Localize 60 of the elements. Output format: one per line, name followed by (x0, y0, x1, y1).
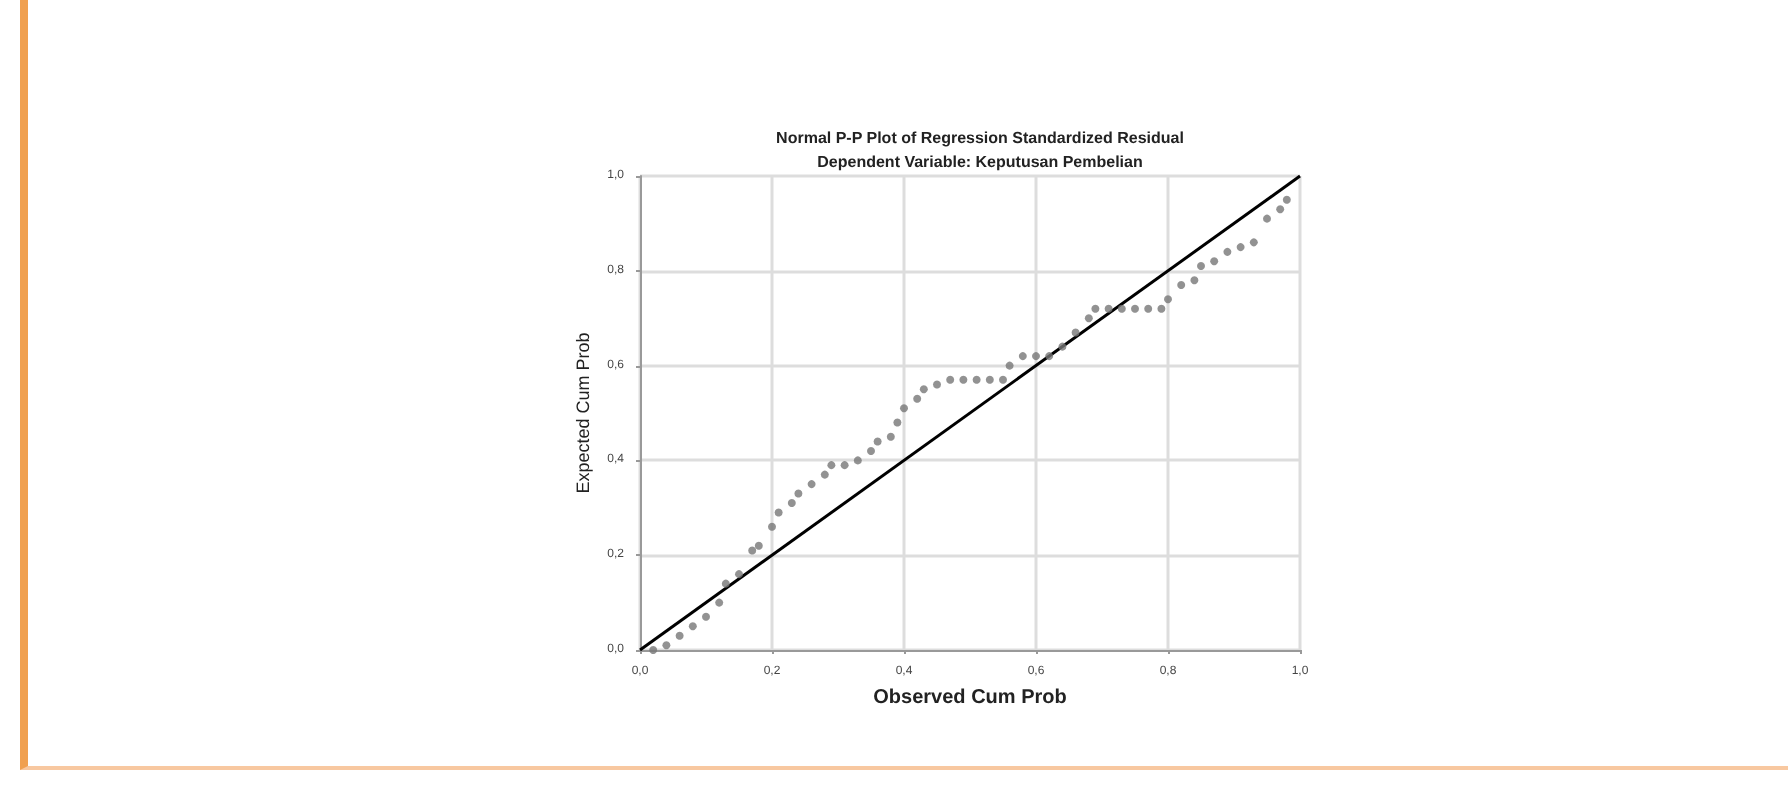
point (649, 646, 658, 654)
point (1164, 295, 1172, 304)
point (794, 489, 803, 498)
chart-subtitle: Dependent Variable: Keputusan Pembelian (817, 153, 1143, 171)
point (999, 375, 1007, 384)
point (900, 404, 908, 413)
point (688, 622, 697, 631)
point (721, 579, 730, 588)
point (913, 394, 922, 403)
point (840, 461, 849, 470)
point (893, 418, 902, 427)
point (1190, 276, 1199, 285)
point (662, 641, 671, 650)
point (715, 598, 724, 607)
point (1104, 304, 1113, 313)
point (820, 470, 829, 479)
point (748, 546, 757, 555)
point (1091, 304, 1100, 313)
point (827, 461, 836, 470)
point (1005, 361, 1014, 370)
point (873, 437, 882, 446)
point (933, 380, 941, 389)
point (1071, 328, 1080, 337)
point (959, 375, 968, 384)
point (985, 375, 994, 384)
point (1018, 352, 1027, 361)
point (1177, 281, 1186, 290)
point (702, 612, 710, 621)
point (1276, 205, 1285, 214)
point (886, 432, 895, 441)
point (1032, 352, 1040, 361)
point (774, 508, 783, 517)
point (675, 631, 684, 640)
point (1249, 238, 1258, 247)
point (1157, 304, 1166, 313)
point (787, 499, 796, 508)
point (735, 570, 743, 579)
point (853, 456, 862, 465)
point (1236, 243, 1245, 252)
point (1117, 304, 1126, 313)
point (1263, 214, 1271, 223)
point (1131, 304, 1139, 313)
point (867, 446, 875, 455)
point (768, 522, 776, 531)
point (1144, 304, 1153, 313)
point (1045, 352, 1054, 361)
point (919, 385, 928, 394)
point (1197, 262, 1205, 271)
point (1210, 257, 1219, 266)
point (972, 375, 981, 384)
point (1058, 342, 1067, 351)
point (946, 375, 955, 384)
x-axis-title: Observed Cum Prob (873, 686, 1067, 709)
point (807, 480, 816, 489)
point (754, 541, 763, 550)
point (1084, 314, 1093, 323)
point (1223, 247, 1232, 256)
y-axis-title: Expected Cum Prob (573, 332, 593, 494)
chart-title: Normal P-P Plot of Regression Standardized Residual (776, 129, 1184, 147)
point (1282, 195, 1291, 204)
